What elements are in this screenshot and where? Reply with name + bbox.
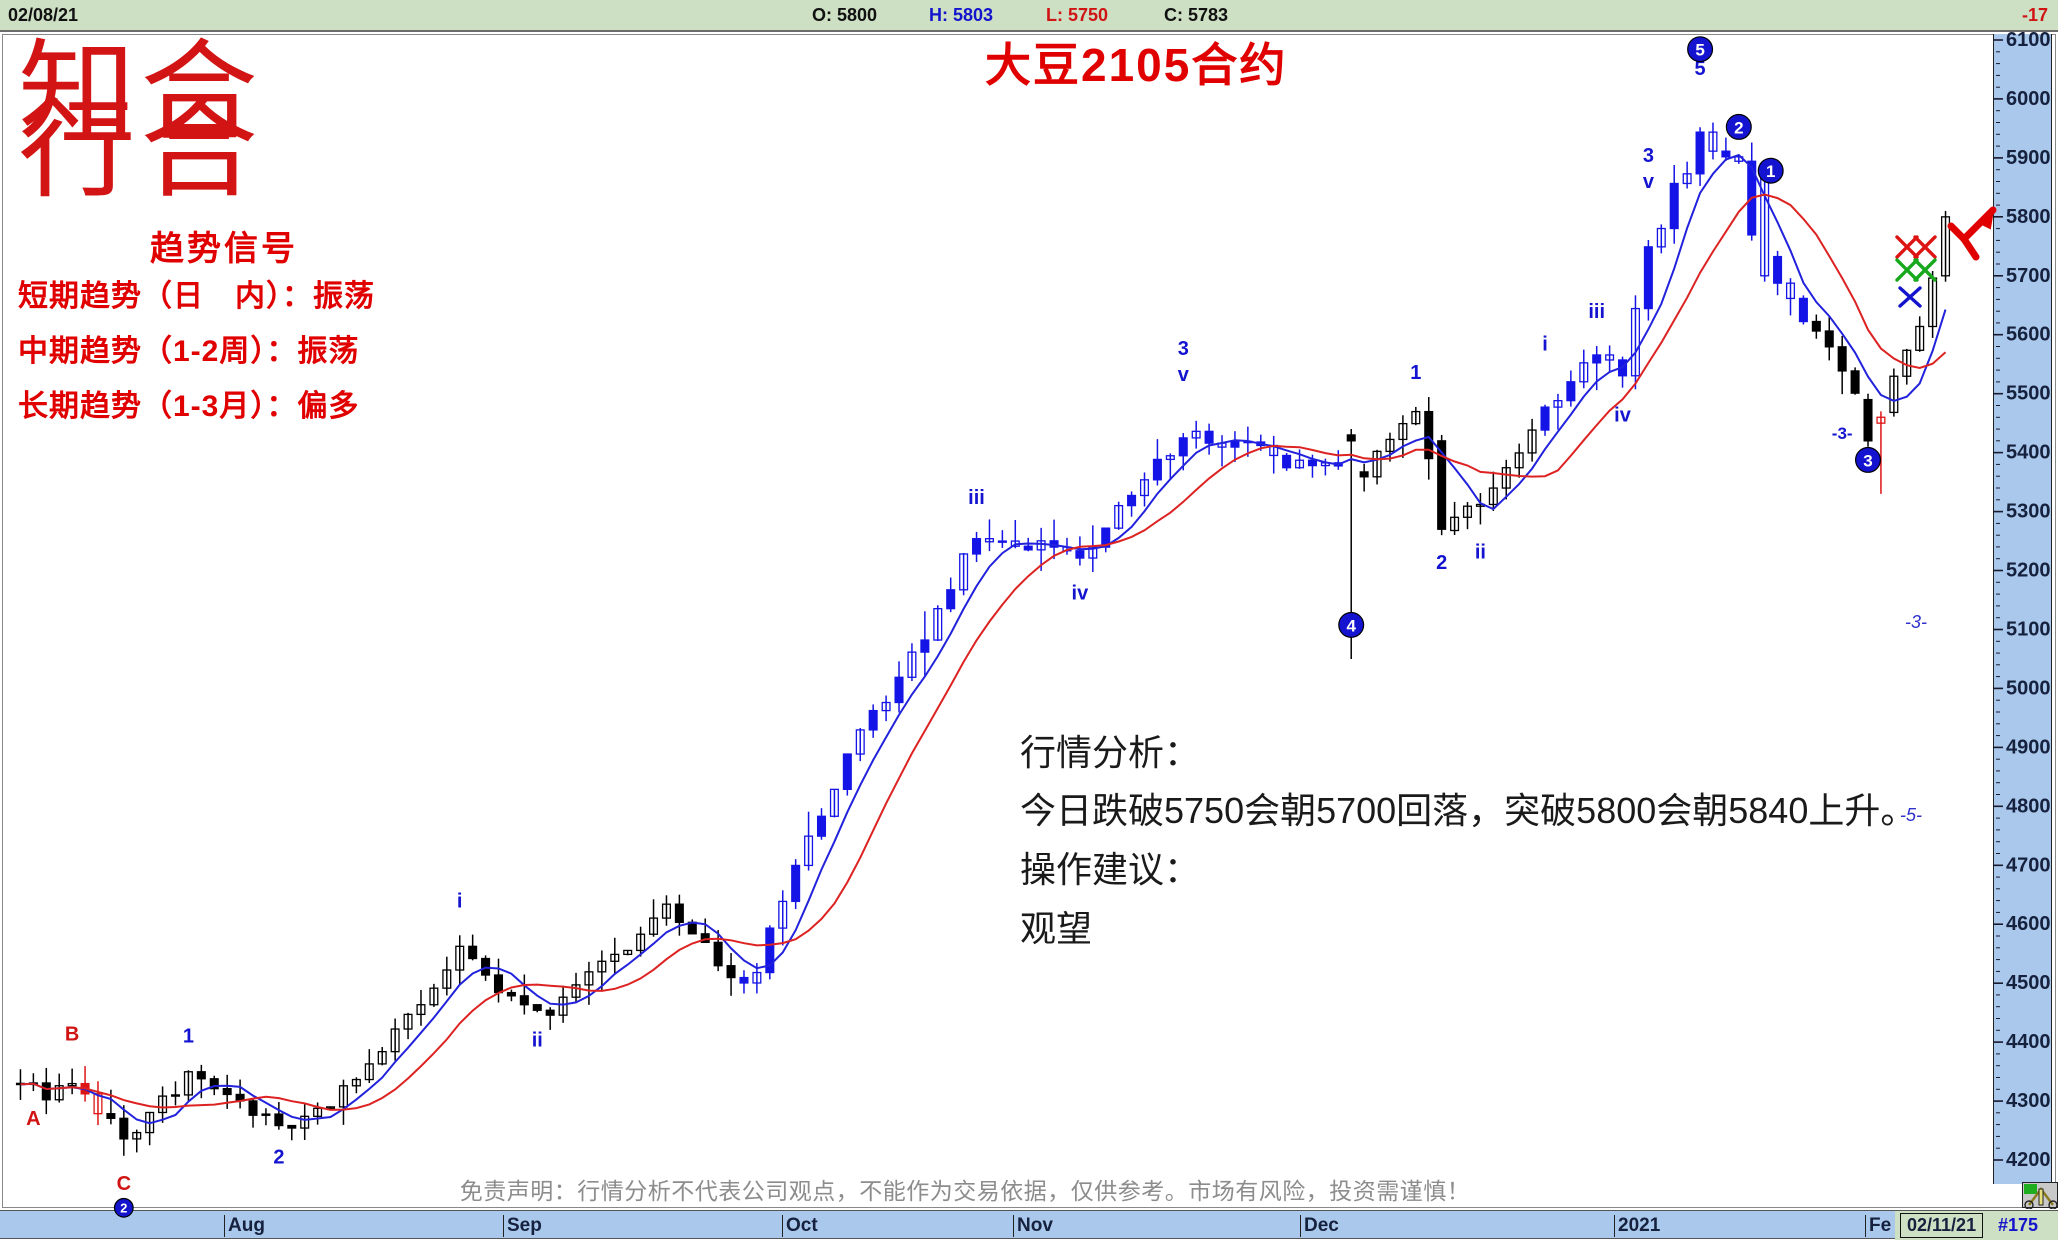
svg-text:1: 1 (1410, 362, 1421, 384)
svg-text:2: 2 (1734, 118, 1743, 137)
svg-text:iii: iii (1588, 301, 1605, 323)
svg-text:4600: 4600 (2006, 913, 2051, 935)
svg-text:3: 3 (1643, 145, 1654, 167)
svg-text:4300: 4300 (2006, 1090, 2051, 1112)
svg-text:2: 2 (273, 1147, 284, 1169)
svg-text:4: 4 (1346, 616, 1356, 635)
svg-text:4400: 4400 (2006, 1031, 2051, 1053)
svg-text:4800: 4800 (2006, 795, 2051, 817)
svg-text:C: C (117, 1173, 131, 1195)
svg-text:B: B (65, 1024, 79, 1046)
svg-text:4900: 4900 (2006, 736, 2051, 758)
svg-text:6100: 6100 (2006, 29, 2051, 51)
svg-text:3: 3 (1178, 338, 1189, 360)
svg-text:iv: iv (1614, 405, 1632, 427)
svg-text:2: 2 (120, 1201, 127, 1216)
svg-text:iv: iv (1072, 583, 1090, 605)
svg-text:1: 1 (183, 1025, 194, 1047)
svg-text:5900: 5900 (2006, 147, 2051, 169)
svg-text:1: 1 (1766, 162, 1775, 181)
svg-text:4500: 4500 (2006, 972, 2051, 994)
svg-text:5100: 5100 (2006, 619, 2051, 641)
svg-text:A: A (26, 1108, 40, 1130)
svg-text:5700: 5700 (2006, 265, 2051, 287)
svg-text:5600: 5600 (2006, 324, 2051, 346)
svg-text:v: v (1643, 171, 1655, 193)
svg-text:5800: 5800 (2006, 206, 2051, 228)
svg-text:5400: 5400 (2006, 442, 2051, 464)
svg-text:6000: 6000 (2006, 88, 2051, 110)
svg-text:i: i (457, 890, 463, 912)
svg-text:ii: ii (1475, 541, 1486, 563)
svg-text:5200: 5200 (2006, 560, 2051, 582)
svg-text:4700: 4700 (2006, 854, 2051, 876)
svg-text:ii: ii (532, 1029, 543, 1051)
svg-text:3: 3 (1863, 451, 1872, 470)
svg-text:v: v (1178, 364, 1190, 386)
svg-text:5300: 5300 (2006, 501, 2051, 523)
svg-text:5: 5 (1695, 41, 1704, 60)
svg-text:5000: 5000 (2006, 677, 2051, 699)
svg-text:4200: 4200 (2006, 1149, 2051, 1171)
svg-text:-3-: -3- (1832, 424, 1853, 443)
svg-text:iii: iii (968, 487, 985, 509)
svg-text:i: i (1542, 334, 1548, 356)
svg-text:2: 2 (1436, 552, 1447, 574)
svg-text:5500: 5500 (2006, 383, 2051, 405)
